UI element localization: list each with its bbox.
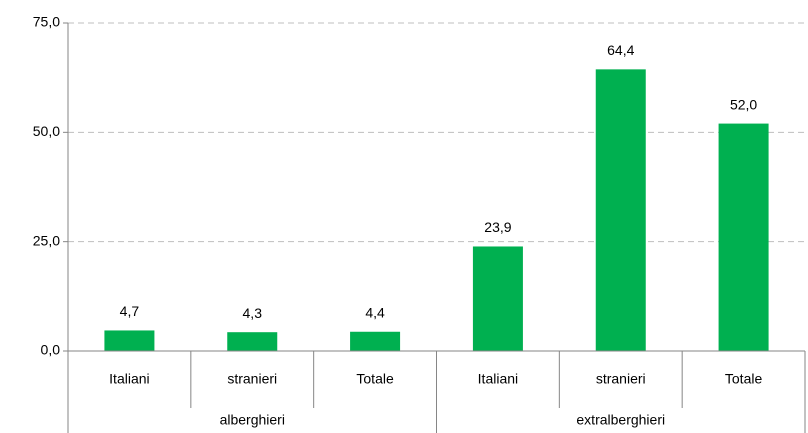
y-tick-label: 50,0 (33, 123, 60, 139)
data-label: 64,4 (607, 42, 634, 58)
bar (350, 331, 401, 351)
bar (227, 332, 278, 351)
x-tick-label: Italiani (478, 371, 518, 387)
group-label: alberghieri (220, 412, 285, 428)
bar (472, 246, 523, 351)
data-label: 4,4 (365, 304, 385, 320)
group-label: extralberghieri (576, 412, 665, 428)
data-label: 23,9 (484, 219, 511, 235)
bar (104, 330, 155, 351)
data-label: 4,7 (120, 303, 140, 319)
x-tick-label: stranieri (227, 371, 277, 387)
x-tick-label: Totale (725, 371, 763, 387)
bar (718, 123, 769, 351)
bar (595, 69, 646, 351)
x-tick-label: stranieri (596, 371, 646, 387)
y-tick-label: 25,0 (33, 232, 60, 248)
x-tick-label: Totale (356, 371, 394, 387)
y-tick-label: 0,0 (41, 342, 61, 358)
y-tick-label: 75,0 (33, 14, 60, 30)
data-label: 4,3 (243, 305, 263, 321)
x-tick-label: Italiani (109, 371, 149, 387)
data-label: 52,0 (730, 96, 757, 112)
